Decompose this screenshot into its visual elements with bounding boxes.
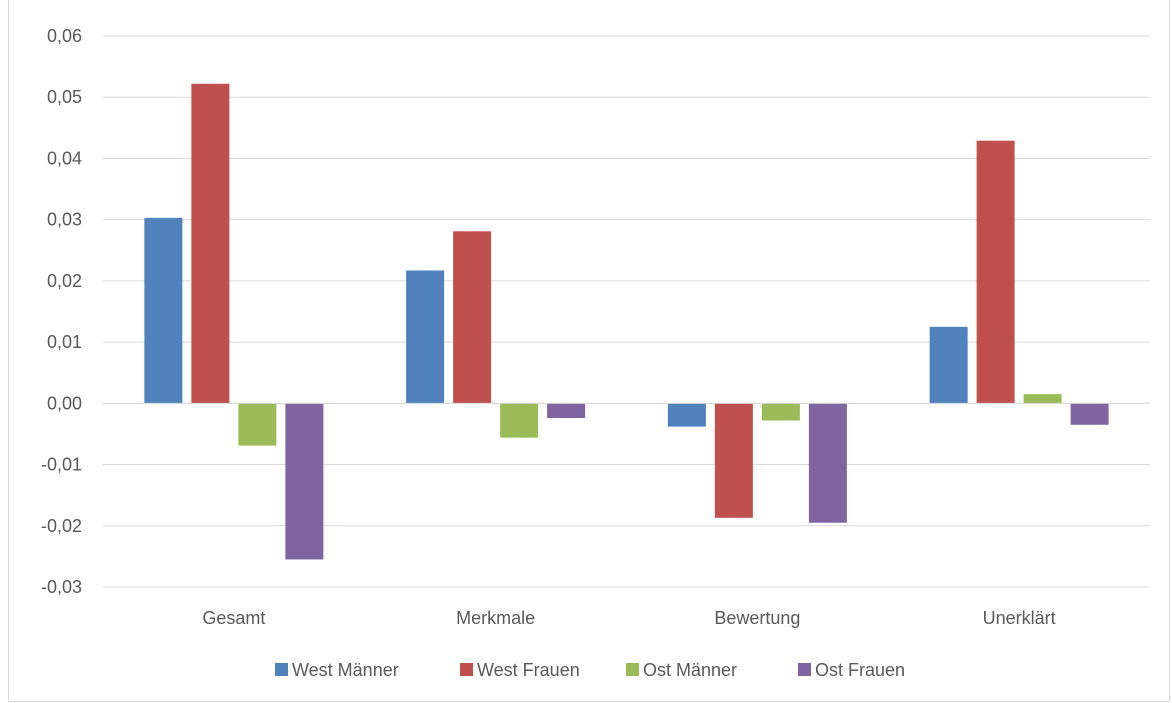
y-tick-label: 0,01 [47, 332, 82, 352]
legend-swatch [798, 663, 811, 676]
bar [285, 403, 324, 560]
y-axis-tick-labels: 0,06 0,05 0,04 0,03 0,02 0,01 0,00 -0,01 -0,02 -0… [41, 26, 82, 597]
bar [406, 270, 445, 404]
bar [500, 403, 539, 438]
bar [1070, 403, 1109, 425]
legend-label: West Männer [292, 660, 399, 680]
y-tick-label: 0,02 [47, 271, 82, 291]
legend: West Männer West Frauen Ost Männer Ost Frau… [275, 660, 905, 680]
chart-frame [8, 0, 1170, 702]
legend-label: Ost Frauen [815, 660, 905, 680]
bars [103, 83, 1150, 560]
bar [976, 140, 1015, 404]
x-category-label: Gesamt [202, 608, 265, 628]
bar [453, 231, 492, 404]
bar [714, 403, 753, 518]
x-category-label: Unerklärt [983, 608, 1056, 628]
y-tick-label: -0,01 [41, 455, 82, 475]
bar [144, 217, 183, 404]
legend-swatch [275, 663, 288, 676]
y-tick-label: 0,04 [47, 148, 82, 168]
y-tick-label: 0,05 [47, 87, 82, 107]
bar [1023, 394, 1062, 404]
bar [238, 403, 277, 446]
bar [191, 83, 230, 404]
x-category-label: Merkmale [456, 608, 535, 628]
bar [547, 403, 586, 419]
y-tick-label: 0,06 [47, 26, 82, 46]
legend-label: Ost Männer [643, 660, 737, 680]
y-tick-label: -0,02 [41, 516, 82, 536]
legend-swatch [460, 663, 473, 676]
x-category-label: Bewertung [714, 608, 800, 628]
bar [667, 403, 706, 427]
bar [808, 403, 847, 523]
bar [929, 326, 968, 404]
y-tick-label: -0,03 [41, 577, 82, 597]
y-tick-label: 0,00 [47, 393, 82, 413]
bar [761, 403, 800, 421]
x-axis-category-labels: Gesamt Merkmale Bewertung Unerklärt [202, 608, 1055, 628]
y-tick-label: 0,03 [47, 210, 82, 230]
legend-label: West Frauen [477, 660, 580, 680]
gridlines [103, 35, 1150, 588]
legend-swatch [626, 663, 639, 676]
